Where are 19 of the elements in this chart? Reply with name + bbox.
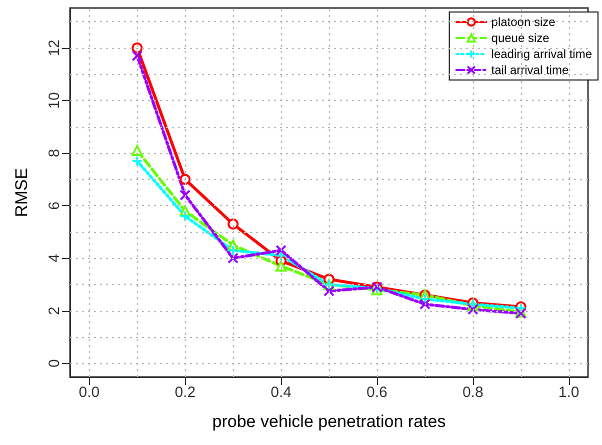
legend-label: tail arrival time <box>491 63 569 77</box>
y-tick-label: 8 <box>46 148 63 158</box>
x-tick-label: 0.0 <box>78 384 100 401</box>
y-axis-title: RMSE <box>12 168 31 218</box>
y-tick-label: 2 <box>46 306 63 315</box>
x-tick-label: 0.4 <box>270 384 292 401</box>
legend-label: leading arrival time <box>491 47 592 61</box>
x-tick-label: 0.2 <box>174 384 196 401</box>
legend-label: platoon size <box>491 15 556 29</box>
x-tick-label: 0.8 <box>462 384 484 401</box>
y-tick-label: 4 <box>46 254 63 262</box>
x-tick-label: 0.6 <box>366 384 388 401</box>
x-tick-label: 1.0 <box>558 384 580 401</box>
y-tick-label: 10 <box>46 92 63 109</box>
y-tick-label: 0 <box>46 359 63 368</box>
legend-label: queue size <box>491 31 550 45</box>
x-axis-title: probe vehicle penetration rates <box>212 412 446 431</box>
y-tick-label: 6 <box>46 201 63 210</box>
y-tick-label: 12 <box>46 40 63 56</box>
